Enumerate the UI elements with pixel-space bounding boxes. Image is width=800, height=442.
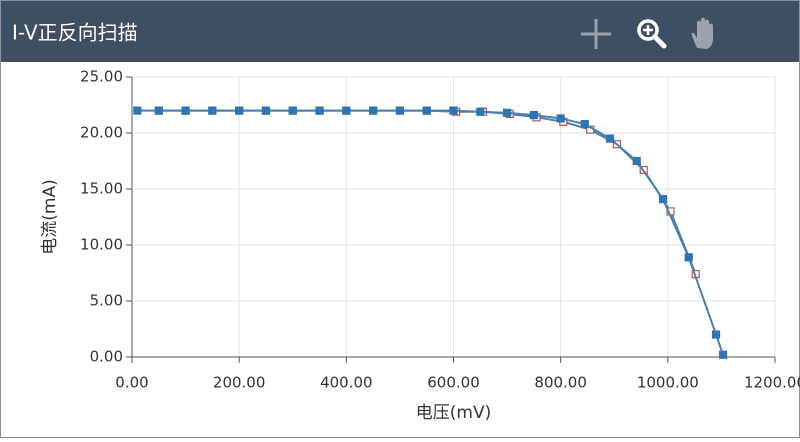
data-point [154, 106, 163, 115]
y-tick-label: 5.00 [90, 292, 123, 310]
y-tick-label: 0.00 [90, 348, 123, 366]
data-point [711, 330, 721, 339]
data-point [580, 119, 589, 129]
y-axis-label: 电流(mA) [40, 179, 60, 254]
x-tick-label: 400.00 [320, 374, 373, 392]
data-point [315, 106, 324, 115]
data-point [342, 106, 351, 115]
x-tick-label: 200.00 [213, 374, 266, 392]
data-point [605, 134, 615, 143]
x-tick-label: 0.00 [115, 374, 148, 392]
data-point [261, 106, 271, 115]
data-point [235, 106, 244, 115]
crosshair-icon[interactable] [581, 19, 611, 49]
data-point [658, 194, 668, 204]
data-point [288, 106, 297, 115]
x-tick-label: 600.00 [427, 374, 480, 392]
y-tick-label: 20.00 [80, 124, 123, 142]
data-point [529, 110, 538, 120]
x-tick-label: 1000.00 [637, 374, 699, 392]
zoom-icon[interactable] [637, 19, 667, 49]
data-point [133, 106, 142, 115]
x-axis-label: 电压(mV) [416, 403, 491, 423]
series-line [137, 109, 724, 356]
y-tick-label: 15.00 [80, 180, 123, 198]
data-point [181, 106, 190, 115]
data-point [395, 106, 405, 115]
x-tick-label: 1200.00 [744, 374, 800, 392]
y-tick-label: 25.00 [80, 68, 123, 86]
x-tick-label: 800.00 [534, 374, 587, 392]
data-point [208, 106, 217, 115]
y-tick-label: 10.00 [80, 236, 123, 254]
header-bar [1, 1, 799, 62]
data-point [556, 114, 565, 123]
pan-icon[interactable] [691, 17, 713, 50]
data-point [502, 108, 512, 117]
data-point [369, 106, 378, 115]
data-point [476, 107, 485, 116]
data-point [422, 106, 431, 115]
data-point [684, 253, 693, 262]
chart-title: I-V正反向扫描 [12, 21, 138, 45]
data-point [718, 350, 728, 359]
data-point [632, 156, 641, 166]
data-point [449, 106, 458, 115]
